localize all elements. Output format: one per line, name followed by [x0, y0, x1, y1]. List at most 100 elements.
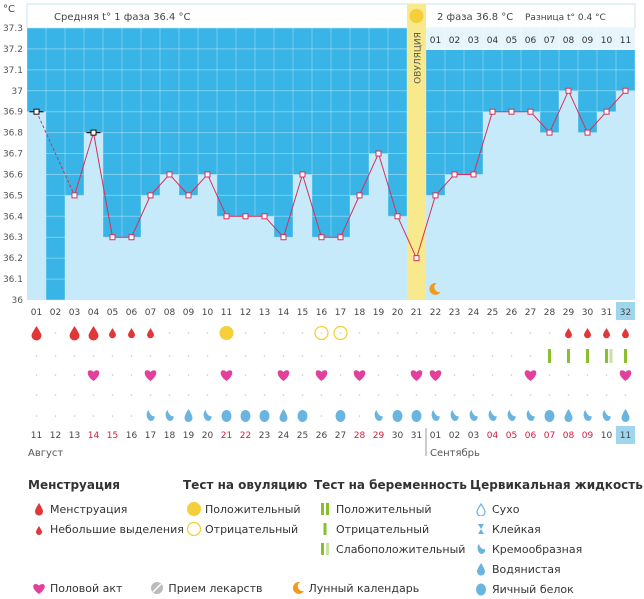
heart-icon: [353, 370, 366, 381]
temperature-bar: [65, 195, 84, 300]
temperature-bar: [578, 132, 597, 300]
grid-dot: [187, 394, 190, 396]
ovulation-test-positive-icon: [219, 326, 234, 340]
moon-icon: [429, 282, 441, 295]
grid-dot: [339, 332, 342, 334]
cycle-day-label: 17: [335, 308, 346, 318]
grid-dot: [548, 394, 551, 396]
grid-dot: [187, 374, 190, 376]
bbt-chart: °C Средняя t° 1 фаза 36.4 °C 2 фаза 36.8 °…: [3, 3, 636, 459]
legend-label: Прием лекарств: [168, 581, 263, 595]
grid-dot: [206, 394, 209, 396]
phase2-day-label: 05: [506, 36, 517, 46]
grid-dot: [510, 332, 513, 334]
temperature-point: [565, 87, 572, 94]
grid-dot: [263, 355, 266, 357]
heart-icon: [524, 370, 537, 381]
y-tick-label: 36.9: [3, 108, 23, 118]
grid-dot: [320, 415, 323, 417]
heart-icon: [619, 370, 632, 381]
grid-dot: [301, 332, 304, 334]
temperature-bar: [445, 174, 464, 300]
grid-dot: [472, 374, 475, 376]
creamy-icon: [203, 410, 212, 421]
y-tick-label: 36.5: [3, 191, 23, 201]
y-tick-label: 37.1: [3, 66, 23, 76]
grid-dot: [206, 332, 209, 334]
grid-dot: [92, 355, 95, 357]
month-label: Август: [28, 448, 63, 459]
grid-dot: [73, 374, 76, 376]
temperature-bar: [331, 237, 350, 300]
grid-dot: [415, 332, 418, 334]
date-label: 09: [582, 431, 594, 441]
grid-dot: [54, 374, 57, 376]
marker-grid: [35, 332, 627, 417]
grid-dot: [567, 394, 570, 396]
temperature-point: [185, 192, 192, 199]
grid-dot: [187, 332, 190, 334]
cycle-day-label: 25: [487, 308, 498, 318]
date-label: 29: [373, 431, 385, 441]
cycle-day-label: 23: [449, 308, 460, 318]
phase2-day-label: 09: [582, 36, 594, 46]
grid-dot: [73, 394, 76, 396]
temperature-line: [264, 215, 284, 238]
cycle-day-label: 12: [240, 308, 251, 318]
temperature-bar: [274, 237, 293, 300]
temperature-point: [356, 192, 363, 199]
grid-dot: [358, 394, 361, 396]
grid-dot: [358, 415, 361, 417]
grid-dot: [472, 394, 475, 396]
grid-dot: [491, 332, 494, 334]
sticky-icon: [470, 522, 492, 536]
grid-dot: [244, 355, 247, 357]
grid-dot: [92, 415, 95, 417]
cycle-day-label: 10: [202, 308, 214, 318]
date-label: 13: [69, 431, 80, 441]
temperature-point: [90, 129, 97, 136]
grid-dot: [54, 415, 57, 417]
grid-dot: [472, 332, 475, 334]
grid-dot: [282, 394, 285, 396]
temperature-point: [33, 108, 40, 115]
temperature-point: [166, 171, 173, 178]
ovulation-sun-icon: [409, 9, 424, 23]
grid-dot: [510, 394, 513, 396]
temperature-line: [93, 132, 113, 238]
cycle-day-label: 28: [544, 308, 556, 318]
grid-dot: [510, 355, 513, 357]
grid-dot: [244, 374, 247, 376]
grid-dot: [453, 374, 456, 376]
grid-dot: [130, 355, 133, 357]
grid-dot: [263, 394, 266, 396]
phase2-day-row: [426, 28, 635, 50]
temperature-line: [568, 90, 588, 133]
temperature-point: [318, 234, 325, 241]
legend-label: Кремообразная: [492, 542, 583, 556]
grid-dot: [529, 332, 532, 334]
cycle-day-label: 27: [525, 308, 536, 318]
legend-label: Лунный календарь: [308, 581, 420, 595]
grid-dot: [339, 355, 342, 357]
date-label: 03: [468, 431, 479, 441]
phase2-day-label: 06: [525, 36, 537, 46]
pregnancy-test-icon: [567, 349, 570, 363]
temperature-point: [337, 234, 344, 241]
creamy-icon: [470, 542, 492, 556]
dry-icon: [470, 502, 492, 516]
test-negative-icon: [314, 522, 336, 536]
grid-dot: [263, 332, 266, 334]
date-label: 12: [50, 431, 61, 441]
legend-bottom: Половой акт Прием лекарств Лунный календ…: [28, 578, 419, 598]
date-label: 11: [620, 431, 631, 441]
phase2-day-label: 01: [430, 36, 441, 46]
date-label: 11: [31, 431, 42, 441]
date-label: 19: [183, 431, 195, 441]
grid-dot: [529, 355, 532, 357]
month-label: Сентябрь: [430, 448, 480, 459]
date-label: 23: [259, 431, 270, 441]
cycle-day-label: 19: [373, 308, 385, 318]
cycle-day-label: 30: [582, 308, 594, 318]
temperature-line: [549, 90, 569, 133]
